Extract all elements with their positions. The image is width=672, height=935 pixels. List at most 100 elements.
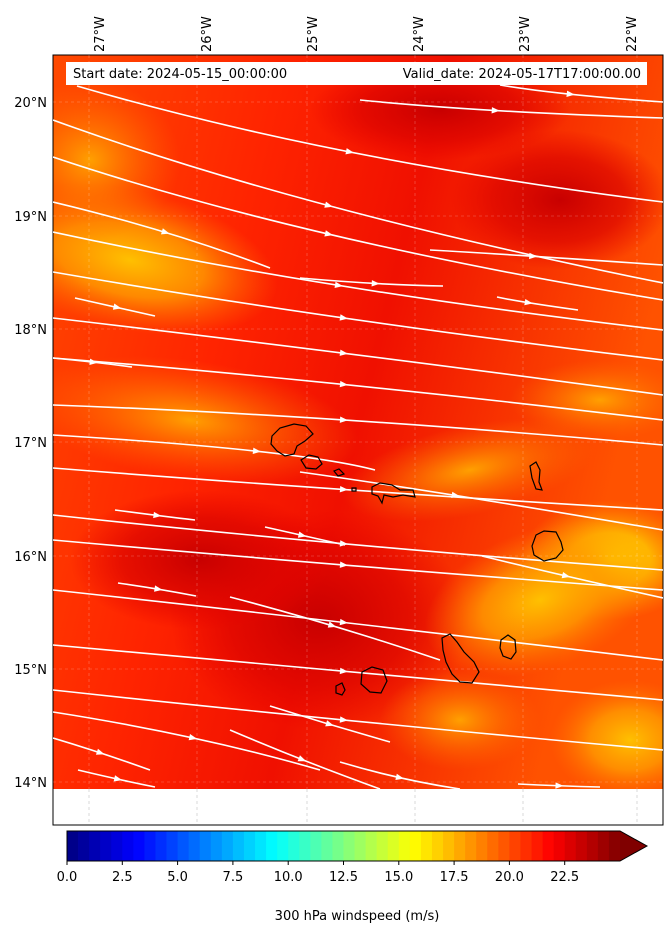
colorbar-segment xyxy=(288,831,300,861)
island-coastline xyxy=(529,461,543,491)
colorbar-segment xyxy=(509,831,521,861)
streamline-arrow xyxy=(153,511,162,519)
colorbar-segment xyxy=(420,831,433,861)
streamline-arrow xyxy=(395,773,404,780)
streamline-arrow xyxy=(339,314,348,321)
colorbar-segment xyxy=(78,831,90,861)
colorbar-segment xyxy=(575,831,588,861)
colorbar-segment xyxy=(111,831,123,861)
streamline-arrow xyxy=(339,486,348,493)
streamline-arrow xyxy=(555,782,564,789)
streamline-arrow xyxy=(112,303,122,310)
colorbar-segment xyxy=(277,831,289,861)
colorbar-segment xyxy=(321,831,333,861)
streamline-arrow xyxy=(339,716,348,723)
colorbar-segment xyxy=(188,831,201,861)
latitude-tick-label: 19°N xyxy=(14,210,47,225)
colorbar-label: 300 hPa windspeed (m/s) xyxy=(275,909,440,924)
streamline-arrow xyxy=(529,252,538,260)
colorbar-segment xyxy=(564,831,577,861)
colorbar-segment xyxy=(431,831,444,861)
colorbar-segment xyxy=(67,831,79,861)
colorbar-tick-label: 2.5 xyxy=(112,870,133,885)
colorbar-segment xyxy=(376,831,389,861)
longitude-tick-label: 23°W xyxy=(518,16,533,52)
streamline-arrow xyxy=(89,358,98,365)
start-date-text: Start date: 2024-05-15_00:00:00 xyxy=(73,67,287,82)
streamline-arrow xyxy=(113,775,123,782)
colorbar-segment xyxy=(221,831,234,861)
colorbar-segment xyxy=(608,831,621,861)
colorbar-ticks: 0.0 2.5 5.0 7.5 10.0 12.5 15.0 17.5 20.0 22.5 xyxy=(57,861,579,885)
colorbar-segment xyxy=(166,831,178,861)
colorbar-segment xyxy=(476,831,488,861)
colorbar-segment xyxy=(586,831,599,861)
colorbar-segment xyxy=(89,831,101,861)
colorbar-tick-label: 15.0 xyxy=(384,870,413,885)
streamline-arrow xyxy=(297,755,307,762)
colorbar-segment xyxy=(133,831,145,861)
latitude-axis: 20°N 19°N 18°N 17°N 16°N 15°N 14°N xyxy=(14,96,47,791)
colorbar-tick-label: 22.5 xyxy=(550,870,579,885)
island-coastline xyxy=(531,530,564,562)
streamline-arrow xyxy=(491,107,500,114)
date-info-box: Start date: 2024-05-15_00:00:00 Valid_da… xyxy=(66,62,647,85)
streamline-arrow xyxy=(451,491,460,499)
colorbar-segment xyxy=(597,831,610,861)
streamline-arrow xyxy=(297,531,307,538)
colorbar-segments xyxy=(67,831,621,861)
colorbar-segment xyxy=(553,831,566,861)
colorbar-tick-label: 17.5 xyxy=(440,870,469,885)
colorbar-segment xyxy=(542,831,555,861)
colorbar-segment xyxy=(232,831,245,861)
colorbar-segment xyxy=(177,831,190,861)
colorbar-segment xyxy=(299,831,311,861)
colorbar-segment xyxy=(531,831,543,861)
longitude-tick-label: 27°W xyxy=(93,16,108,52)
streamline-arrow xyxy=(160,228,170,235)
island-coastline xyxy=(441,633,480,684)
colorbar-segment xyxy=(387,831,400,861)
island-coastline xyxy=(499,634,517,660)
colorbar-tick-label: 0.0 xyxy=(57,870,78,885)
date-info-background xyxy=(66,62,647,85)
streamline-arrow xyxy=(188,734,198,741)
island-coastline xyxy=(270,423,314,457)
gridlines xyxy=(53,55,663,789)
island-coastline xyxy=(333,468,346,477)
streamline-arrow xyxy=(524,298,533,306)
streamline-arrow xyxy=(339,380,348,388)
longitude-tick-label: 22°W xyxy=(625,16,640,52)
streamline-arrow xyxy=(339,416,348,423)
colorbar-segment xyxy=(465,831,477,861)
island-coastline xyxy=(351,487,357,492)
colorbar-segment xyxy=(332,831,344,861)
colorbar-segment xyxy=(520,831,532,861)
streamline-arrow xyxy=(252,447,261,454)
colorbar-tick-label: 5.0 xyxy=(167,870,188,885)
colorbar-segment xyxy=(310,831,322,861)
colorbar-segment xyxy=(199,831,212,861)
streamline-arrow xyxy=(345,148,354,155)
colorbar-segment xyxy=(398,831,411,861)
colorbar-tick-label: 12.5 xyxy=(329,870,358,885)
latitude-tick-label: 18°N xyxy=(14,323,47,338)
colorbar-segment xyxy=(498,831,510,861)
colorbar-segment xyxy=(454,831,466,861)
colorbar-tick-label: 20.0 xyxy=(495,870,524,885)
island-coastline xyxy=(360,666,388,694)
colorbar-segment xyxy=(443,831,455,861)
streamline-arrow xyxy=(324,230,333,237)
valid-date-text: Valid_date: 2024-05-17T17:00:00.00 xyxy=(403,67,641,82)
colorbar-segment xyxy=(155,831,167,861)
longitude-tick-label: 25°W xyxy=(306,16,321,52)
streamline-arrow xyxy=(324,201,333,208)
streamlines xyxy=(53,84,663,789)
longitude-axis: 27°W 26°W 25°W 24°W 23°W 22°W xyxy=(93,16,640,52)
colorbar-segment xyxy=(354,831,367,861)
streamline-arrow xyxy=(566,90,575,98)
lower-blank-strip xyxy=(54,789,662,824)
longitude-tick-label: 26°W xyxy=(200,16,215,52)
colorbar-segment xyxy=(243,831,256,861)
